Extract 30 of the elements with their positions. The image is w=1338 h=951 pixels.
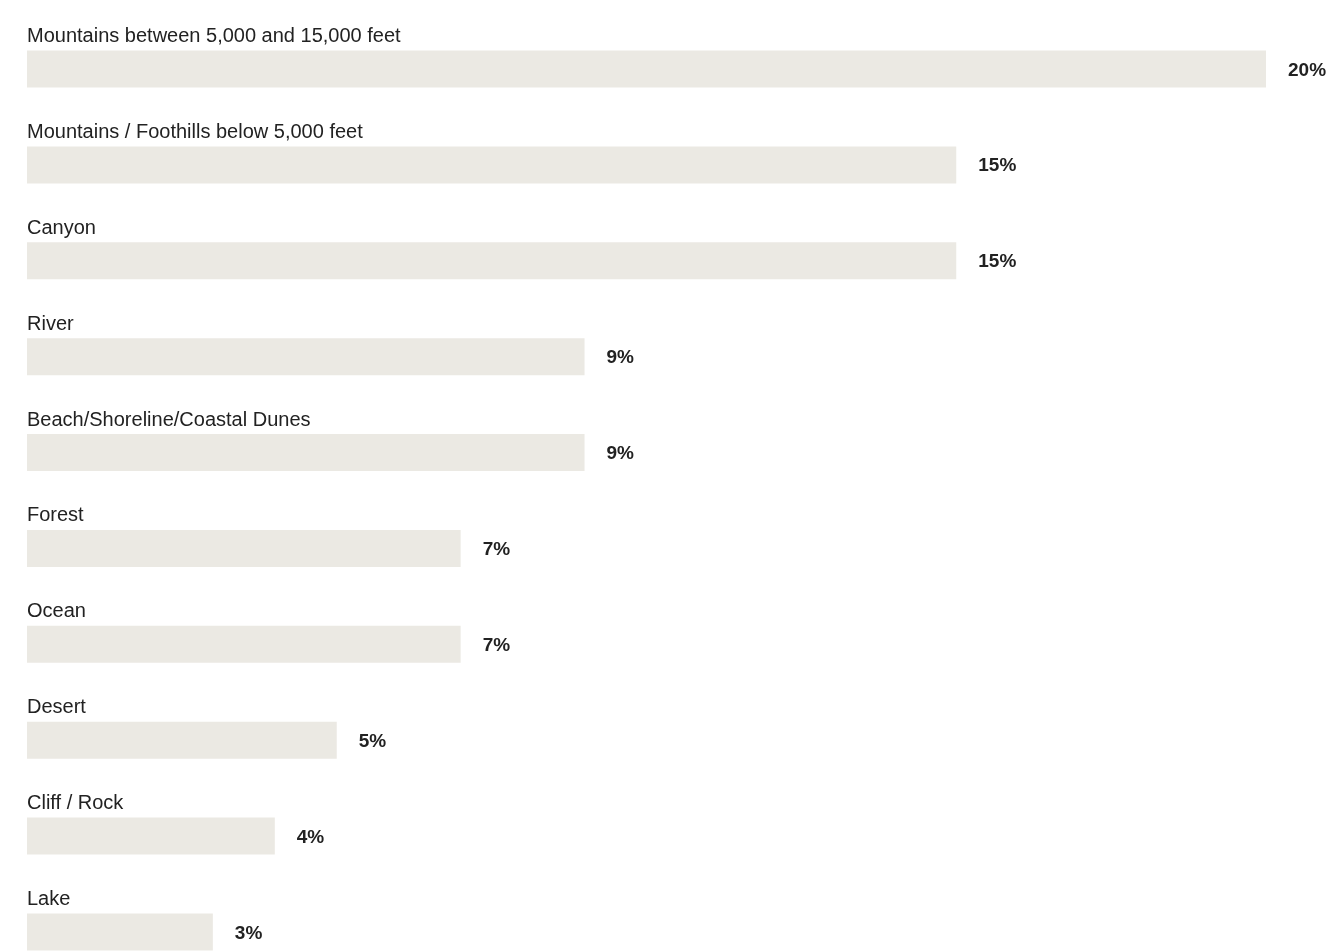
- y-tick-label: River: [27, 311, 75, 334]
- data-label: 7%: [482, 633, 511, 655]
- y-tick-label: Cliff / Rock: [27, 791, 125, 814]
- y-tick-label: Mountains between 5,000 and 15,000 feet: [27, 24, 402, 46]
- y-tick-label: Ocean: [27, 599, 86, 622]
- y-tick-label: Desert: [27, 695, 87, 718]
- bar: [27, 529, 461, 567]
- y-tick-label: Forest: [27, 503, 85, 526]
- data-label: 4%: [296, 825, 325, 847]
- data-label: 5%: [358, 729, 387, 751]
- bar: [27, 146, 957, 184]
- data-label: 3%: [234, 921, 263, 943]
- bar: [27, 434, 585, 472]
- bar: [27, 242, 957, 280]
- data-label: 15%: [978, 154, 1017, 176]
- bar: [27, 721, 337, 759]
- data-label: 9%: [606, 346, 635, 368]
- bar: [27, 913, 213, 951]
- y-tick-label: Lake: [27, 887, 71, 909]
- bar: [27, 50, 1266, 88]
- y-tick-label: Mountains / Foothills below 5,000 feet: [27, 119, 364, 142]
- y-tick-label: Beach/Shoreline/Coastal Dunes: [27, 407, 311, 430]
- data-label: 15%: [978, 250, 1017, 272]
- y-tick-label: Canyon: [27, 215, 96, 238]
- bar: [27, 817, 275, 855]
- data-label: 9%: [606, 442, 635, 464]
- bar: [27, 338, 585, 376]
- data-label: 20%: [1288, 58, 1327, 80]
- data-label: 7%: [482, 537, 511, 559]
- bar: [27, 625, 461, 663]
